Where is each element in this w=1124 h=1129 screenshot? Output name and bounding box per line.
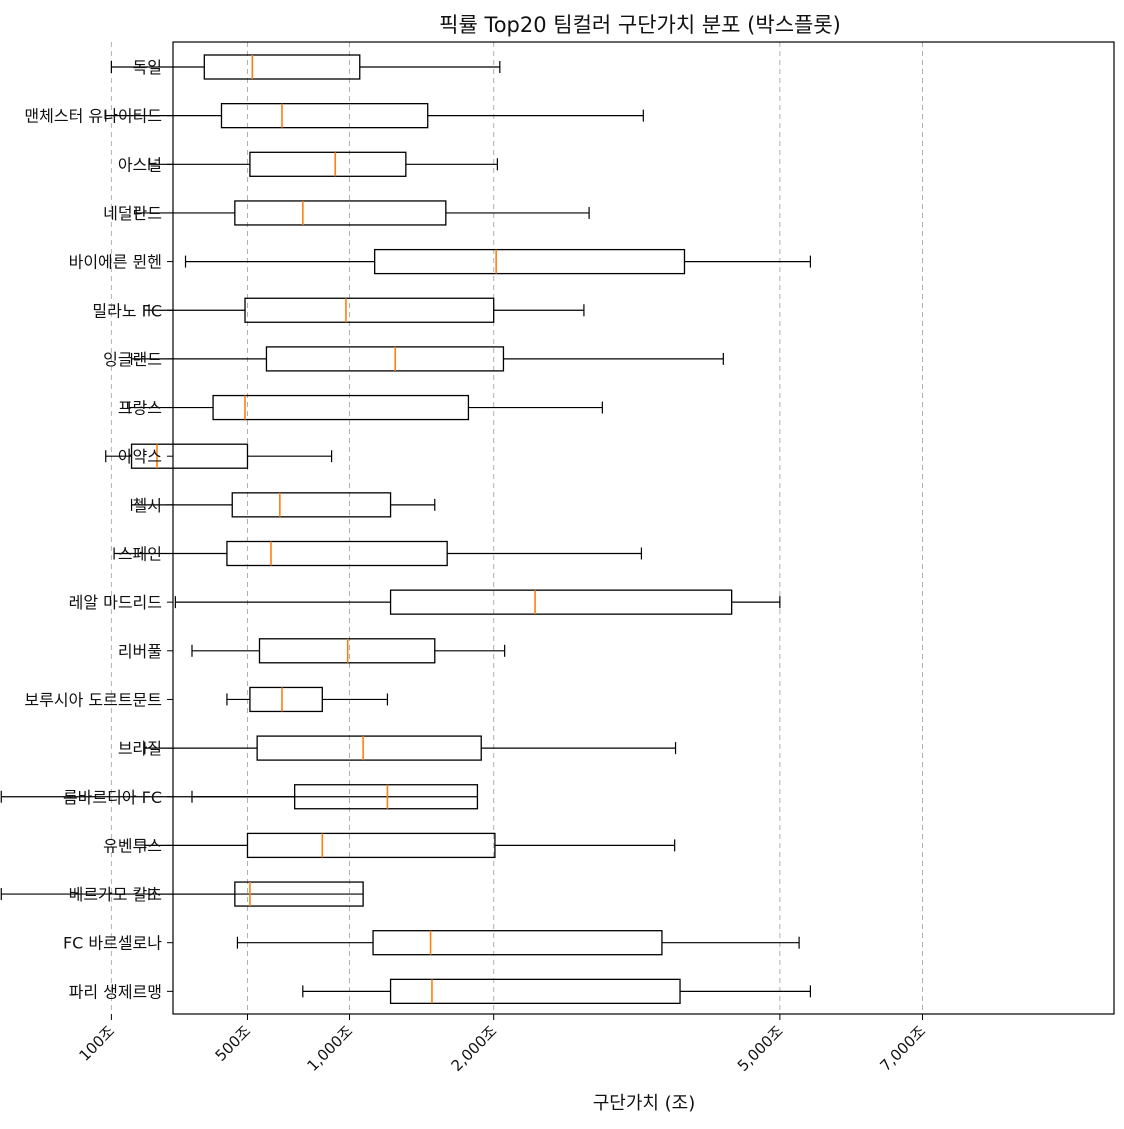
iqr-box xyxy=(203,54,361,80)
iqr-box xyxy=(294,784,479,810)
x-tick-label: 7,000조 xyxy=(876,1022,929,1075)
x-tick-label: 2,000조 xyxy=(448,1022,501,1075)
y-tick-label: 베르가모 칼초 xyxy=(69,885,162,904)
box-14 xyxy=(144,735,677,761)
x-tick-label: 100조 xyxy=(75,1022,118,1065)
y-tick-label: 네덜란드 xyxy=(103,204,162,223)
y-tick-label: 첼시 xyxy=(133,496,162,515)
x-tick-label: 500조 xyxy=(212,1022,255,1065)
box-11 xyxy=(174,589,781,615)
y-tick-label: 파리 생제르맹 xyxy=(69,982,162,1001)
y-tick-label: 보루시아 도르트문트 xyxy=(24,690,162,709)
iqr-box xyxy=(130,443,249,469)
iqr-box xyxy=(231,492,392,518)
x-axis-label: 구단가치 (조) xyxy=(593,1093,696,1114)
y-tick-label: 프랑스 xyxy=(118,399,162,418)
box-layer xyxy=(0,54,812,1004)
iqr-box xyxy=(234,200,447,226)
x-tick-label: 1,000조 xyxy=(303,1022,356,1075)
iqr-box xyxy=(246,832,496,859)
box-17 xyxy=(0,881,364,907)
box-4 xyxy=(184,248,812,275)
box-1 xyxy=(105,103,644,129)
box-16 xyxy=(144,832,676,859)
iqr-box xyxy=(249,686,323,713)
box-15 xyxy=(0,784,479,810)
iqr-box xyxy=(265,346,505,372)
iqr-box xyxy=(389,589,733,615)
box-0 xyxy=(110,54,501,80)
box-13 xyxy=(226,686,389,713)
y-tick-label: FC 바르셀로나 xyxy=(63,934,162,953)
iqr-box xyxy=(374,248,686,275)
y-tick-label: 밀라노 FC xyxy=(92,301,162,320)
chart-title: 픽률 Top20 팀컬러 구단가치 분포 (박스플롯) xyxy=(439,13,841,37)
x-axis-ticks: 100조 500조 1,000조 2,000조 5,000조 7,000조 xyxy=(75,1014,929,1075)
iqr-box xyxy=(226,540,448,567)
x-tick-label: 5,000조 xyxy=(734,1022,787,1075)
grid-layer xyxy=(110,42,924,1014)
iqr-box xyxy=(234,881,364,907)
y-tick-label: 바이에른 뮌헨 xyxy=(69,253,162,272)
box-8 xyxy=(105,443,333,469)
iqr-box xyxy=(220,103,429,129)
y-tick-label: 맨체스터 유나이티드 xyxy=(24,107,162,126)
box-5 xyxy=(148,297,585,323)
box-2 xyxy=(148,151,498,177)
y-tick-label: 독일 xyxy=(133,58,162,77)
box-18 xyxy=(236,930,800,956)
box-3 xyxy=(135,200,590,226)
y-tick-label: 아스널 xyxy=(118,155,162,174)
y-tick-label: 리버풀 xyxy=(118,642,162,661)
box-19 xyxy=(302,978,812,1004)
iqr-box xyxy=(372,930,663,956)
box-6 xyxy=(130,346,724,372)
y-tick-label: 잉글랜드 xyxy=(103,350,162,369)
box-10 xyxy=(113,540,643,567)
plot-frame xyxy=(172,41,1115,1015)
iqr-box xyxy=(212,394,470,421)
y-tick-label: 유벤투스 xyxy=(103,836,162,855)
iqr-box xyxy=(389,978,681,1004)
y-tick-label: 레알 마드리드 xyxy=(69,593,162,612)
iqr-box xyxy=(244,297,495,323)
iqr-box xyxy=(249,151,407,177)
iqr-box xyxy=(256,735,482,761)
y-tick-label: 브라질 xyxy=(118,739,162,758)
y-tick-label: 롬바르디아 FC xyxy=(63,788,162,807)
y-tick-label: 아약스 xyxy=(118,447,162,466)
box-9 xyxy=(130,492,436,518)
box-12 xyxy=(191,638,506,664)
box-7 xyxy=(128,394,603,421)
y-tick-label: 스페인 xyxy=(118,545,162,564)
